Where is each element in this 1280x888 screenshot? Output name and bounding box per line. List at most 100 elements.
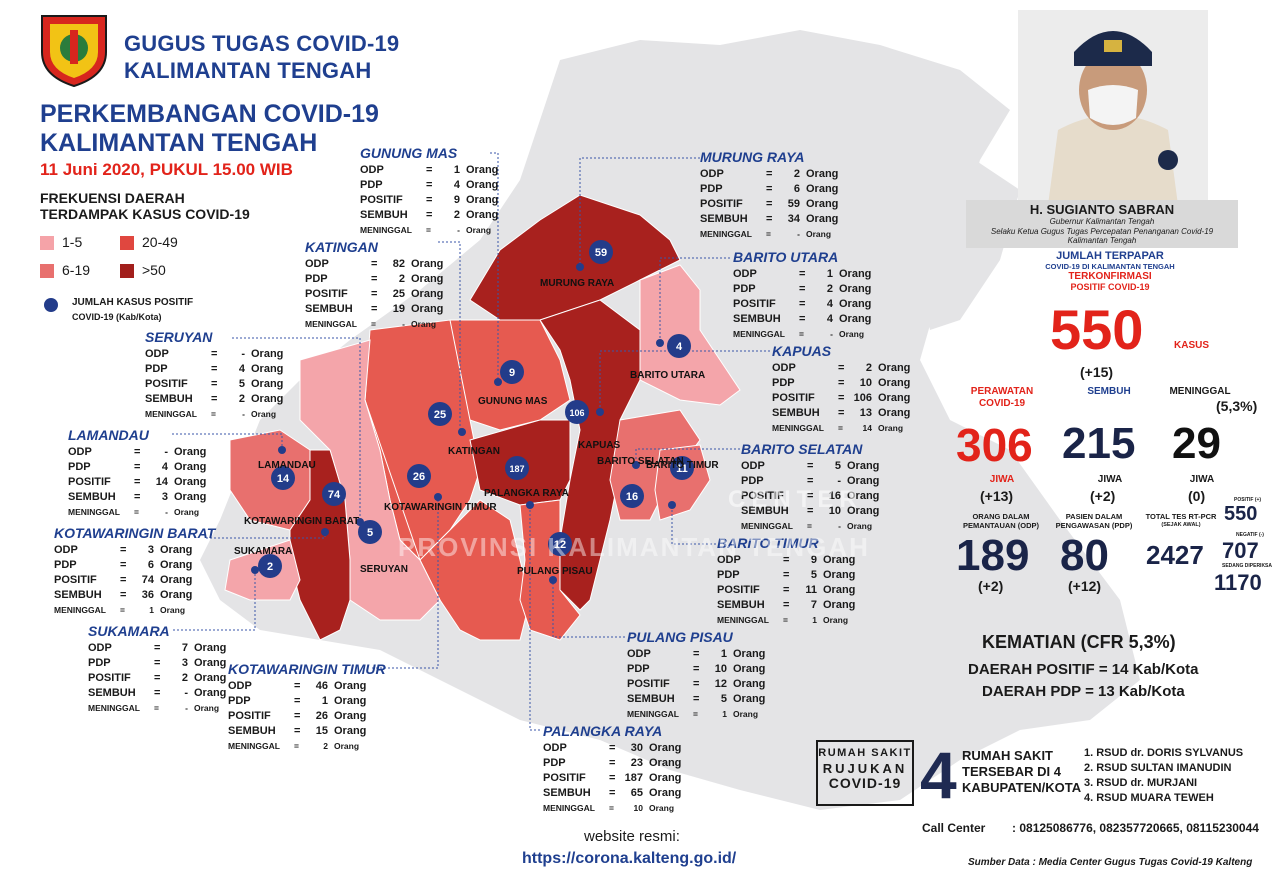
perawatan-value: 306 [956, 419, 1033, 471]
region-row-positif: POSITIF = 11 Orang [717, 583, 855, 598]
region-row-positif: POSITIF = 74 Orang [54, 573, 215, 588]
region-row-sembuh: SEMBUH = 5 Orang [627, 692, 765, 707]
marker-count: 187 [509, 464, 524, 474]
row-unit: Orang [878, 392, 911, 404]
total-cases: 550 [1050, 298, 1144, 361]
map-region-label: KOTAWARINGIN TIMUR [384, 502, 497, 513]
row-value: 10 [828, 505, 841, 517]
legend-swatch-1 [40, 236, 54, 250]
row-key: PDP [717, 569, 740, 581]
sembuh-value: 215 [1062, 419, 1136, 468]
row-eq: = [371, 288, 378, 300]
row-unit: Orang [839, 298, 872, 310]
row-key: SEMBUH [733, 313, 781, 325]
watermark-line1: CENTER [728, 486, 863, 513]
region-row-pdp: PDP = 10 Orang [772, 376, 910, 391]
legend-swatch-2 [120, 236, 134, 250]
org-title: GUGUS TUGAS COVID-19 KALIMANTAN TENGAH [124, 30, 399, 84]
row-value: 9 [453, 194, 460, 206]
row-key: POSITIF [145, 378, 188, 390]
marker-circle [667, 334, 691, 358]
governor-namebar: H. SUGIANTO SABRAN Gubernur Kalimantan T… [966, 200, 1238, 248]
row-eq: = [693, 709, 698, 719]
row-unit: Orang [251, 378, 284, 390]
row-eq: = [371, 319, 376, 329]
region-name: PALANGKA RAYA [543, 723, 663, 739]
odp-label: ORANG DALAM PEMANTAUAN (ODP) [946, 512, 1056, 530]
region-row-pdp: PDP = 5 Orang [717, 568, 855, 583]
marker-count: 25 [434, 409, 446, 421]
region-row-sembuh: SEMBUH = 19 Orang [305, 302, 443, 317]
tes-label-1: TOTAL TES RT-PCR [1145, 512, 1217, 521]
region-row-odp: ODP = 2 Orang [772, 361, 910, 376]
row-unit: Orang [847, 460, 880, 472]
region-name: KAPUAS [772, 343, 832, 359]
region-row-sembuh: SEMBUH = 2 Orang [360, 208, 498, 223]
row-value: 4 [161, 461, 168, 473]
region-row-meninggal: MENINGGAL = - Orang [741, 519, 879, 534]
row-key: ODP [360, 164, 384, 176]
row-unit: Orang [334, 725, 367, 737]
region-row-odp: ODP = - Orang [68, 445, 206, 460]
rs-mid-line2: TERSEBAR DI 4 [962, 764, 1061, 779]
region-row-pdp: PDP = 2 Orang [305, 272, 443, 287]
row-unit: Orang [847, 521, 873, 531]
region-name: PULANG PISAU [627, 629, 733, 645]
row-value: 2 [323, 741, 328, 751]
region-row-sembuh: SEMBUH = 4 Orang [733, 312, 871, 327]
row-unit: Orang [878, 362, 911, 374]
map-region-label: SUKAMARA [234, 546, 293, 557]
row-unit: Orang [411, 319, 437, 329]
pdp-change: (+12) [1068, 578, 1102, 594]
page-title-line2: KALIMANTAN TENGAH [40, 129, 318, 157]
region-row-positif: POSITIF = 5 Orang [145, 377, 283, 392]
region-row-pdp: PDP = 4 Orang [145, 362, 283, 377]
map-region-label: PULANG PISAU [517, 566, 593, 577]
row-eq: = [799, 329, 804, 339]
row-value: 3 [147, 544, 154, 556]
region-row-meninggal: MENINGGAL = 2 Orang [228, 739, 386, 754]
row-eq: = [783, 554, 790, 566]
region-row-odp: ODP = 3 Orang [54, 543, 215, 558]
row-key: ODP [717, 554, 741, 566]
region-name: BARITO SELATAN [741, 441, 863, 457]
row-unit: Orang [806, 229, 832, 239]
row-value: 25 [392, 288, 405, 300]
rs-mid-line3: KABUPATEN/KOTA [962, 780, 1082, 795]
region-box: PALANGKA RAYA ODP = 30 Orang PDP = 23 Orang POSIT… [543, 724, 681, 816]
region-row-positif: POSITIF = 106 Orang [772, 391, 910, 406]
row-value: 5 [810, 569, 817, 581]
row-eq: = [783, 584, 790, 596]
website-link[interactable]: https://corona.kalteng.go.id/ [522, 850, 737, 867]
row-eq: = [609, 787, 616, 799]
rs-mid-line1: RUMAH SAKIT [962, 748, 1053, 763]
row-key: MENINGGAL [54, 605, 106, 615]
row-value: 3 [181, 657, 188, 669]
row-eq: = [807, 521, 812, 531]
region-name: KATINGAN [305, 239, 378, 255]
row-unit: Orang [839, 313, 872, 325]
row-key: SEMBUH [543, 787, 591, 799]
region-row-positif: POSITIF = 187 Orang [543, 771, 681, 786]
row-eq: = [426, 209, 433, 221]
row-value: 2 [238, 393, 245, 405]
website-label: website resmi: [584, 828, 680, 845]
row-unit: Orang [733, 709, 759, 719]
region-row-meninggal: MENINGGAL = - Orang [68, 505, 206, 520]
row-value: 1 [720, 648, 727, 660]
row-unit: Orang [649, 757, 682, 769]
row-eq: = [838, 392, 845, 404]
row-key: MENINGGAL [305, 319, 357, 329]
row-unit: Orang [466, 194, 499, 206]
region-box: KAPUAS ODP = 2 Orang PDP = 10 Orang POSITIF = 106 Or… [772, 344, 910, 436]
region-name: BARITO UTARA [733, 249, 839, 265]
region-row-sembuh: SEMBUH = 34 Orang [700, 212, 838, 227]
legend-swatch-4 [120, 264, 134, 278]
region-row-meninggal: MENINGGAL = - Orang [700, 227, 838, 242]
marker-circle [322, 482, 346, 506]
marker-count: 9 [509, 367, 515, 379]
region-row-pdp: PDP = 6 Orang [54, 558, 215, 573]
region-box: KATINGAN ODP = 82 Orang PDP = 2 Orang POSITIF = 25 O… [305, 240, 443, 332]
row-value: - [457, 225, 460, 235]
region-row-meninggal: MENINGGAL = 1 Orang [627, 707, 765, 722]
